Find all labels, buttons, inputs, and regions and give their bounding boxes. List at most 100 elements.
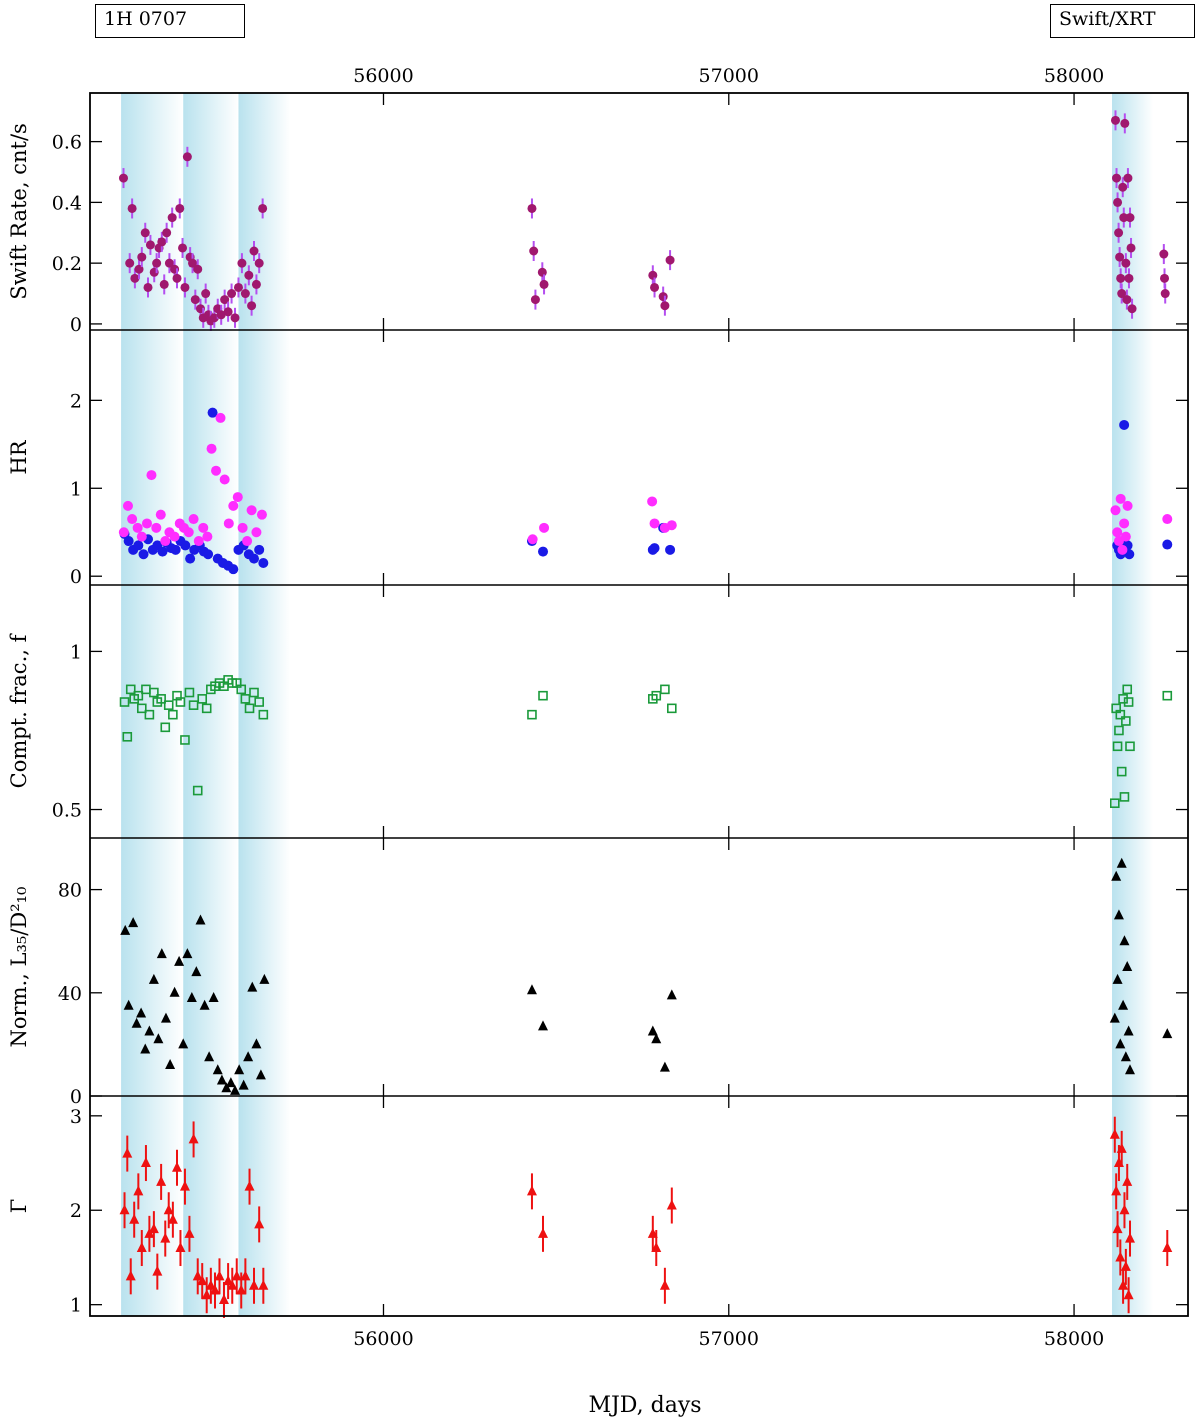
- point-gamma-0-18: [188, 1133, 199, 1144]
- point-gamma-0-2: [125, 1270, 136, 1281]
- point-gamma-0-24: [214, 1270, 225, 1281]
- point-hr-0-14: [185, 553, 196, 564]
- point-rate-0-10: [152, 258, 162, 268]
- point-f-0-40: [667, 703, 677, 714]
- xtick-label-bottom-1: 57000: [699, 1328, 759, 1350]
- point-gamma-0-14: [172, 1161, 183, 1172]
- point-norm-0-50: [1123, 1025, 1134, 1036]
- point-hr-0-11: [170, 544, 181, 555]
- point-gamma-0-3: [129, 1213, 140, 1224]
- point-norm-0-9: [156, 948, 167, 959]
- point-rate-0-61: [1114, 228, 1124, 238]
- point-norm-0-29: [243, 1051, 254, 1062]
- xtick-label-bottom-2: 58000: [1044, 1328, 1104, 1350]
- point-gamma-0-39: [659, 1279, 670, 1290]
- point-gamma-0-20: [197, 1275, 208, 1286]
- point-rate-0-55: [658, 292, 668, 302]
- point-norm-0-18: [195, 914, 206, 925]
- point-gamma-0-4: [133, 1185, 144, 1196]
- point-norm-0-28: [238, 1079, 249, 1090]
- point-gamma-0-41: [1109, 1128, 1120, 1139]
- point-rate-0-75: [1159, 249, 1169, 259]
- point-gamma-0-26: [223, 1275, 234, 1286]
- point-f-0-18: [188, 700, 199, 710]
- point-gamma-0-16: [179, 1180, 190, 1191]
- point-norm-0-19: [199, 999, 210, 1010]
- point-rate-0-44: [249, 246, 259, 256]
- point-hr-1-34: [649, 518, 660, 529]
- point-norm-0-31: [251, 1038, 262, 1049]
- ytick-label-hr-2: 2: [70, 390, 82, 412]
- point-gamma-0-47: [1118, 1279, 1129, 1290]
- point-norm-0-15: [182, 948, 193, 959]
- point-rate-0-57: [665, 255, 675, 265]
- point-f-0-39: [660, 684, 670, 695]
- point-gamma-0-27: [227, 1279, 238, 1290]
- point-rate-0-0: [118, 173, 128, 183]
- point-norm-0-47: [1119, 935, 1130, 946]
- point-gamma-0-5: [136, 1242, 147, 1253]
- point-rate-0-60: [1113, 197, 1123, 207]
- point-hr-1-5: [141, 518, 152, 529]
- point-hr-1-27: [242, 536, 253, 547]
- ytick-label-hr-1: 1: [70, 478, 82, 500]
- ytick-label-norm-0: 0: [70, 1086, 82, 1108]
- point-rate-0-63: [1116, 273, 1126, 283]
- xtick-label-top-0: 56000: [353, 65, 413, 87]
- point-rate-0-3: [130, 273, 140, 283]
- point-norm-0-36: [647, 1025, 658, 1036]
- point-f-0-4: [133, 690, 144, 701]
- point-norm-0-38: [659, 1061, 670, 1072]
- ytick-label-norm-2: 80: [58, 880, 82, 902]
- point-norm-0-22: [212, 1064, 223, 1075]
- point-rate-0-51: [537, 267, 547, 277]
- point-f-0-44: [1114, 725, 1124, 736]
- point-gamma-0-17: [184, 1227, 195, 1238]
- point-norm-0-2: [128, 917, 139, 928]
- point-rate-0-16: [167, 213, 177, 223]
- point-gamma-0-11: [160, 1232, 171, 1243]
- point-hr-1-40: [1115, 493, 1126, 504]
- point-f-0-48: [1119, 792, 1130, 802]
- point-f-0-30: [240, 694, 251, 704]
- instrument-label: Swift/XRT: [1050, 4, 1195, 38]
- ytick-label-gamma-1: 2: [70, 1200, 82, 1222]
- xtick-label-top-2: 58000: [1044, 65, 1104, 87]
- point-hr-1-11: [169, 531, 180, 542]
- point-gamma-0-49: [1120, 1260, 1131, 1271]
- point-hr-1-29: [251, 527, 262, 538]
- point-hr-1-32: [539, 522, 550, 533]
- point-norm-0-46: [1118, 999, 1129, 1010]
- point-gamma-0-6: [140, 1157, 151, 1168]
- point-rate-0-1: [125, 258, 135, 268]
- point-gamma-0-13: [167, 1213, 178, 1224]
- point-hr-1-0: [118, 527, 129, 538]
- plot-frame: 56000 56000 57000 57000 58000 58000: [89, 65, 1189, 1350]
- point-f-0-47: [1118, 694, 1128, 704]
- point-f-0-34: [258, 709, 269, 720]
- point-rate-0-66: [1119, 213, 1129, 223]
- point-rate-0-18: [172, 273, 182, 283]
- point-rate-0-74: [1127, 304, 1137, 314]
- point-norm-0-12: [169, 986, 180, 997]
- point-rate-0-34: [216, 310, 226, 320]
- point-norm-0-11: [165, 1059, 176, 1070]
- y-axis-label-norm: Norm., L₃₅/D²₁₀: [7, 887, 31, 1048]
- shaded-intervals: [121, 93, 1154, 1316]
- point-hr-0-31: [538, 546, 549, 557]
- point-rate-0-49: [529, 246, 539, 256]
- point-gamma-0-8: [148, 1223, 159, 1234]
- point-f-0-12: [163, 700, 174, 710]
- point-rate-0-65: [1118, 182, 1128, 192]
- point-gamma-0-22: [205, 1279, 216, 1290]
- point-hr-1-24: [228, 500, 239, 511]
- point-norm-0-25: [225, 1077, 236, 1088]
- point-norm-0-13: [174, 955, 185, 966]
- point-hr-1-6: [146, 470, 157, 481]
- point-hr-0-13: [180, 540, 191, 551]
- point-norm-0-40: [1109, 1012, 1120, 1023]
- point-rate-0-7: [143, 282, 153, 292]
- point-norm-0-6: [144, 1025, 155, 1036]
- point-f-0-15: [175, 697, 186, 707]
- point-rate-0-22: [182, 152, 192, 162]
